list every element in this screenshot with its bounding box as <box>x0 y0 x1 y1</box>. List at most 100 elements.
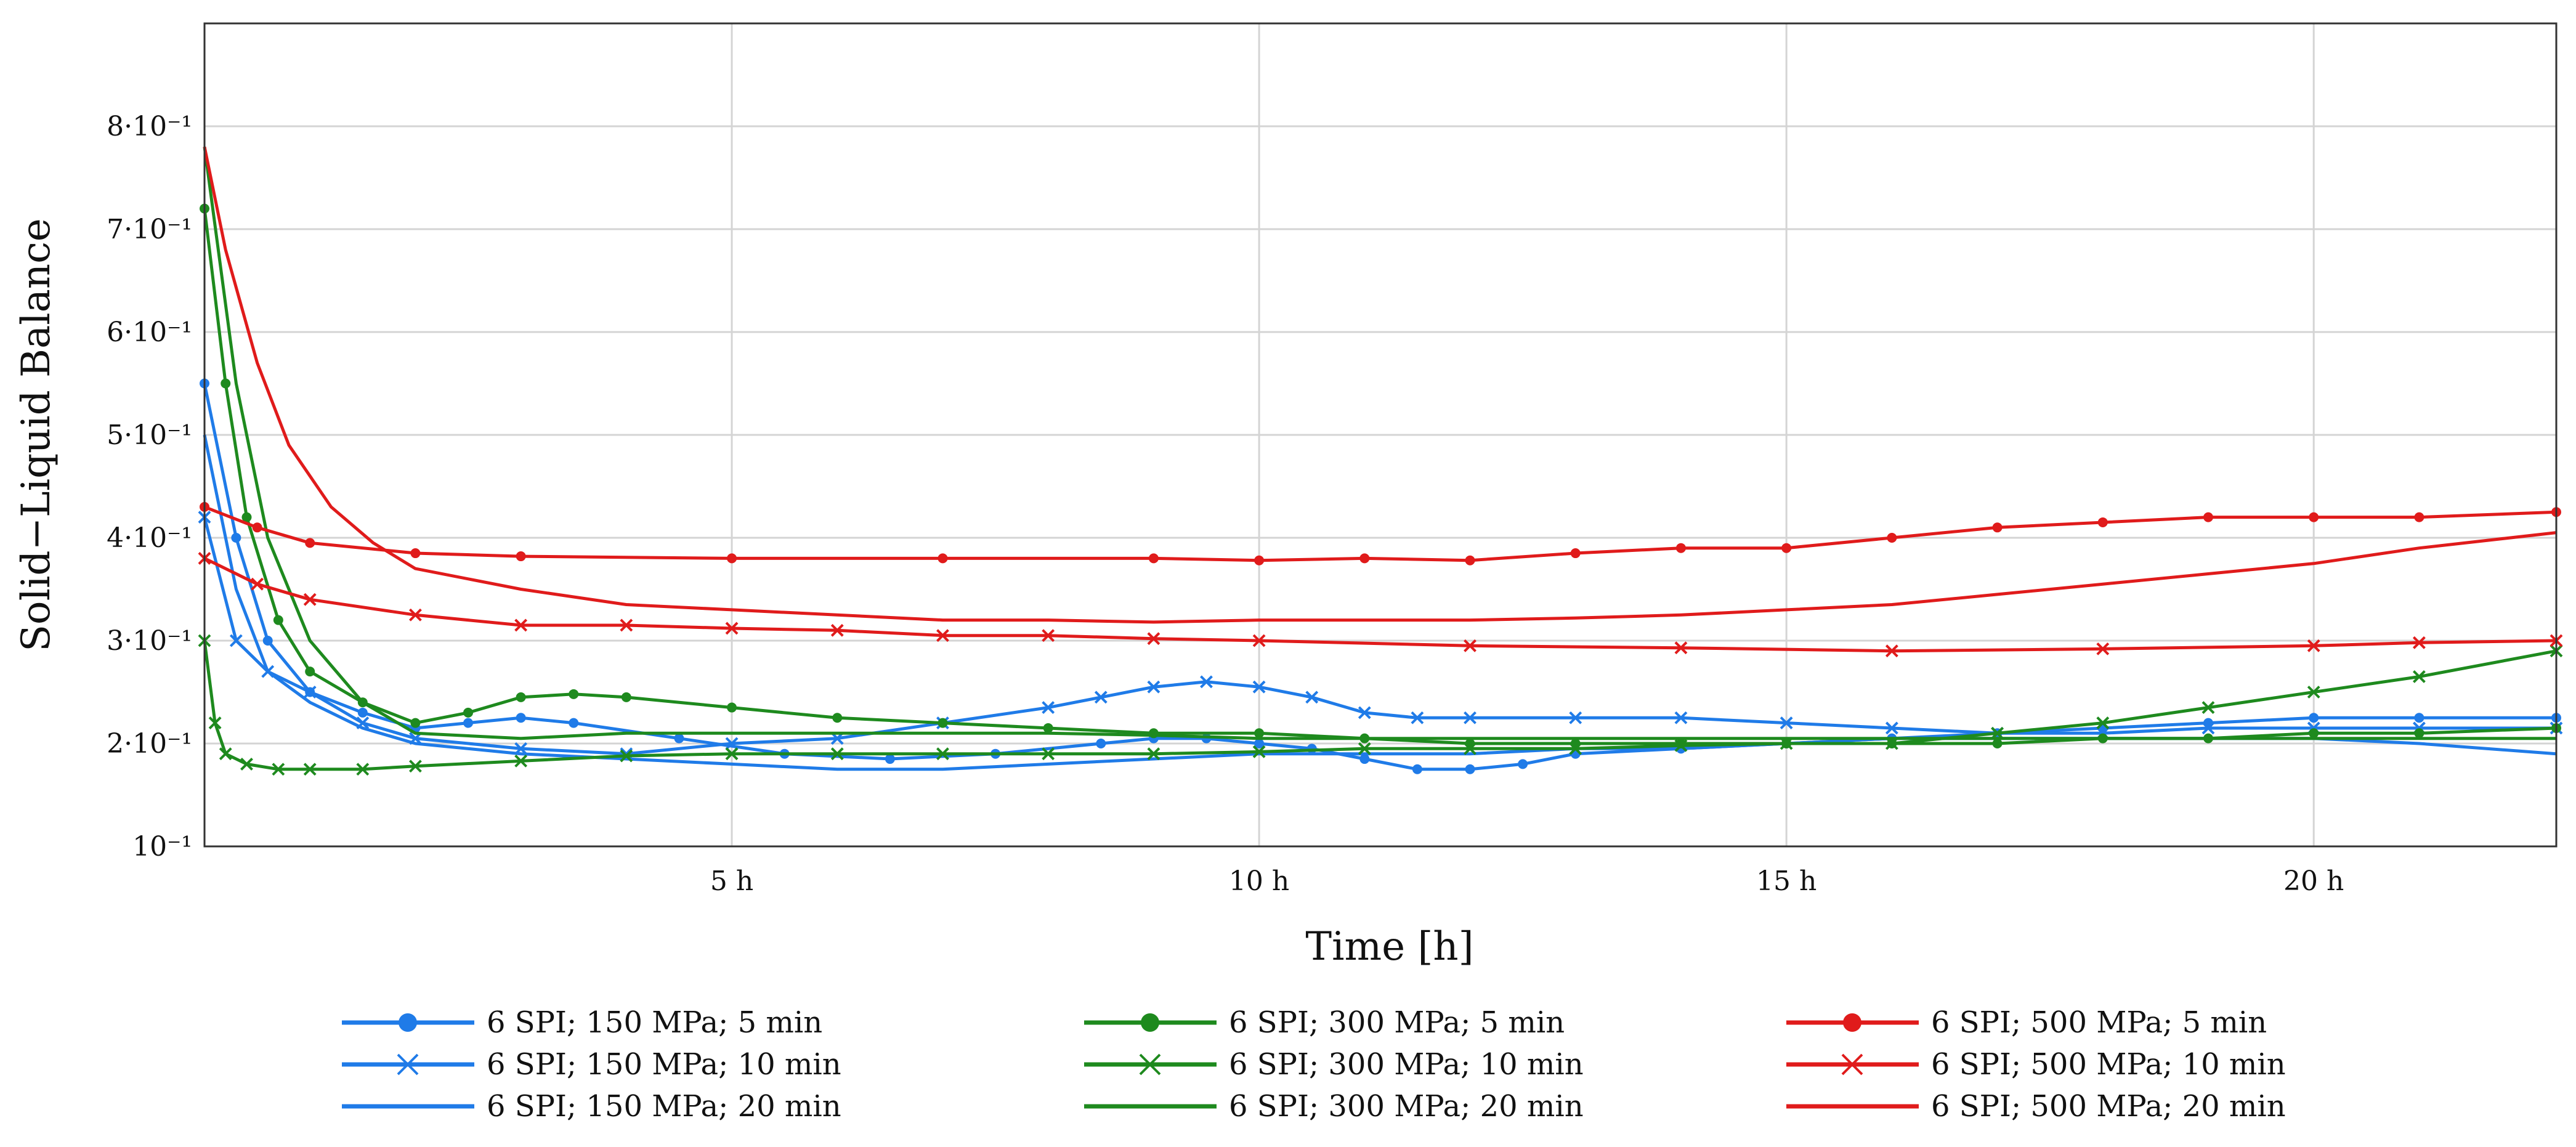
grid <box>205 23 2556 846</box>
x-tick-label: 10 h <box>1229 865 1289 897</box>
data-point-marker <box>2307 686 2320 699</box>
data-point-marker <box>240 757 253 771</box>
data-point-marker <box>251 577 264 591</box>
data-point-marker <box>305 667 315 677</box>
legend-item: 6 SPI; 500 MPa; 5 min <box>1786 1005 2267 1040</box>
data-point-marker <box>219 747 232 761</box>
data-point-marker <box>938 553 948 564</box>
data-point-marker <box>727 553 737 564</box>
legend-item: 6 SPI; 150 MPa; 5 min <box>342 1005 822 1040</box>
data-point-marker <box>1465 764 1475 774</box>
data-point-marker <box>208 716 222 730</box>
data-point-marker <box>241 512 252 522</box>
legend-label: 6 SPI; 150 MPa; 20 min <box>487 1089 841 1124</box>
data-point-marker <box>1992 522 2003 533</box>
data-point-marker <box>1358 742 1371 755</box>
y-tick-label: 3·10⁻¹ <box>107 625 192 657</box>
data-point-marker <box>1139 1053 1161 1076</box>
data-point-marker <box>1992 739 2003 748</box>
data-point-marker <box>725 747 739 761</box>
data-point-marker <box>1359 553 1370 564</box>
data-point-marker <box>356 763 370 776</box>
data-point-marker <box>305 538 315 548</box>
data-point-marker <box>303 686 317 699</box>
legend-label: 6 SPI; 500 MPa; 5 min <box>1931 1005 2267 1040</box>
legend-item: 6 SPI; 150 MPa; 10 min <box>342 1047 841 1082</box>
data-point-marker <box>463 718 474 728</box>
data-point-marker <box>273 615 283 625</box>
series-5 <box>198 634 2563 776</box>
data-point-marker <box>2413 670 2426 683</box>
data-point-marker <box>1305 691 1319 704</box>
data-point-marker <box>409 608 422 622</box>
x-tick-label: 15 h <box>1756 865 1817 897</box>
data-point-marker <box>569 689 579 699</box>
data-point-marker <box>1465 555 1475 565</box>
data-point-marker <box>2097 517 2108 527</box>
data-point-marker <box>830 747 844 761</box>
axes: 5 h 10 h 15 h 20 h 10⁻¹ 2·10⁻¹ 3·10⁻¹ 4·10⁻¹ 5·1… <box>107 111 2344 897</box>
legend-item: 6 SPI; 500 MPa; 10 min <box>1786 1047 2286 1082</box>
data-point-marker <box>620 618 633 632</box>
y-tick-label: 4·10⁻¹ <box>107 522 192 554</box>
data-point-marker <box>938 718 948 728</box>
data-point-marker <box>1780 716 1793 730</box>
data-point-marker <box>1570 548 1581 559</box>
data-point-marker <box>2201 721 2215 735</box>
data-point-marker <box>303 763 317 776</box>
legend-label: 6 SPI; 150 MPa; 10 min <box>487 1047 841 1082</box>
data-point-marker <box>1843 1013 1861 1032</box>
data-point-marker <box>830 623 844 637</box>
legend-label: 6 SPI; 300 MPa; 10 min <box>1229 1047 1584 1082</box>
y-axis-title: Solid−Liquid Balance <box>14 218 59 652</box>
data-point-marker <box>1042 629 1055 642</box>
data-point-marker <box>1042 701 1055 714</box>
data-point-marker <box>399 1013 417 1032</box>
data-point-marker <box>221 378 231 389</box>
plot-area-frame <box>203 22 2558 848</box>
data-point-marker <box>1252 745 1266 758</box>
series-4 <box>200 203 2561 748</box>
data-point-marker <box>725 622 739 635</box>
data-point-marker <box>2413 636 2426 649</box>
data-point-marker <box>725 737 739 750</box>
data-point-marker <box>1781 543 1792 553</box>
data-point-marker <box>1569 711 1582 724</box>
data-point-marker <box>1147 680 1160 694</box>
data-point-marker <box>1675 543 1686 553</box>
series-line <box>203 640 2557 771</box>
data-point-marker <box>569 718 579 728</box>
data-point-marker <box>463 707 474 718</box>
data-point-marker <box>410 718 421 728</box>
data-point-marker <box>727 702 737 713</box>
series-line <box>203 146 2557 624</box>
x-tick-label: 20 h <box>2283 865 2344 897</box>
data-point-marker <box>229 634 243 647</box>
data-point-marker <box>272 763 285 776</box>
data-point-marker <box>2414 728 2424 739</box>
legend-item: 6 SPI; 150 MPa; 20 min <box>342 1089 841 1124</box>
data-point-marker <box>1359 754 1370 764</box>
y-tick-label: 2·10⁻¹ <box>107 728 192 760</box>
data-point-marker <box>252 522 262 533</box>
data-point-marker <box>1254 555 1265 565</box>
data-point-marker <box>2309 728 2319 739</box>
data-point-marker <box>1147 747 1160 761</box>
data-point-marker <box>1464 711 1476 724</box>
y-tick-label: 6·10⁻¹ <box>107 317 192 348</box>
data-point-marker <box>397 1053 419 1076</box>
data-point-marker <box>516 692 526 702</box>
legend-label: 6 SPI; 500 MPa; 20 min <box>1931 1089 2286 1124</box>
data-point-marker <box>1518 759 1528 769</box>
data-point-marker <box>936 629 949 642</box>
legend-item: 6 SPI; 500 MPa; 20 min <box>1786 1089 2286 1124</box>
series-8 <box>198 551 2563 658</box>
data-point-marker <box>514 754 528 768</box>
x-axis-title: Time [h] <box>1305 924 1473 970</box>
data-point-marker <box>2307 639 2320 652</box>
data-point-marker <box>1885 644 1898 658</box>
series-layer <box>198 146 2563 776</box>
data-point-marker <box>832 713 843 723</box>
data-point-marker <box>1254 728 1265 739</box>
